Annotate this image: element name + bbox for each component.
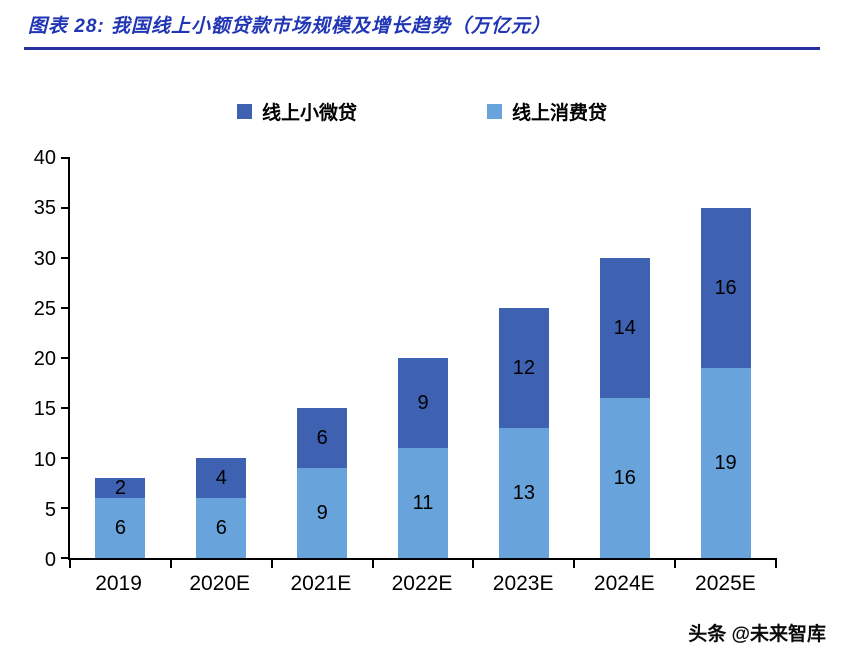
legend-swatch-icon bbox=[487, 104, 502, 119]
x-tick-label: 2022E bbox=[391, 572, 453, 595]
bar-value-label: 6 bbox=[215, 517, 227, 539]
bar-value-label: 13 bbox=[512, 482, 535, 504]
bar-segment-2023E: 13 bbox=[498, 428, 549, 558]
bar-segment-2025E: 19 bbox=[700, 368, 751, 558]
legend-item-2: 线上消费贷 bbox=[487, 98, 607, 125]
y-tick-label: 35 bbox=[33, 197, 56, 220]
bar-value-label: 16 bbox=[714, 277, 737, 299]
y-tick-label: 10 bbox=[33, 448, 56, 471]
x-tick-mark bbox=[573, 558, 576, 568]
bar-value-label: 4 bbox=[215, 467, 227, 489]
y-tick-mark bbox=[61, 207, 70, 209]
chart-legend: 线上小微贷 线上消费贷 bbox=[0, 98, 844, 125]
y-tick-label: 5 bbox=[44, 498, 56, 521]
x-tick-mark bbox=[371, 558, 374, 568]
legend-item-1: 线上小微贷 bbox=[236, 98, 357, 125]
y-tick-label: 15 bbox=[33, 398, 56, 421]
legend-label: 线上小微贷 bbox=[261, 103, 357, 124]
x-tick-mark bbox=[169, 558, 172, 568]
bar-segment-2023E: 12 bbox=[498, 308, 549, 428]
bar-value-label: 19 bbox=[714, 452, 737, 474]
y-tick-label: 25 bbox=[33, 297, 56, 320]
bar-segment-2019: 6 bbox=[95, 498, 146, 558]
x-tick-label: 2024E bbox=[593, 572, 655, 595]
x-tick-label: 2023E bbox=[492, 572, 554, 595]
bar-value-label: 16 bbox=[613, 467, 636, 489]
bar-value-label: 6 bbox=[114, 517, 126, 539]
y-tick-mark bbox=[61, 157, 70, 159]
bar-value-label: 6 bbox=[316, 427, 328, 449]
bar-value-label: 2 bbox=[114, 477, 126, 499]
bar-value-label: 12 bbox=[512, 357, 535, 379]
bar-segment-2021E: 9 bbox=[297, 468, 348, 558]
watermark: 头条 @未来智库 bbox=[688, 624, 826, 645]
x-tick-label: 2025E bbox=[695, 572, 756, 595]
page-title: 图表 28: 我国线上小额贷款市场规模及增长趋势（万亿元） bbox=[28, 16, 552, 37]
bar-value-label: 9 bbox=[417, 392, 429, 414]
y-tick-mark bbox=[61, 407, 70, 409]
plot-area: 6 2 6 4 9 6 11 9 13 12 16 14 19 16 bbox=[61, 157, 777, 568]
y-tick-mark bbox=[61, 357, 70, 359]
bar-segment-2021E: 6 bbox=[297, 408, 348, 468]
bar-segment-2024E: 14 bbox=[599, 258, 650, 398]
bar-value-label: 14 bbox=[613, 317, 636, 339]
x-tick-mark bbox=[775, 558, 777, 568]
y-tick-label: 30 bbox=[33, 247, 56, 270]
bar-value-label: 9 bbox=[316, 502, 328, 524]
bar-segment-2020E: 6 bbox=[196, 498, 247, 558]
bar-segment-2020E: 4 bbox=[196, 458, 247, 498]
x-tick-mark bbox=[270, 558, 273, 568]
y-tick-label: 40 bbox=[33, 147, 56, 169]
y-tick-mark bbox=[61, 257, 70, 259]
y-tick-mark bbox=[61, 457, 70, 459]
y-tick-label: 0 bbox=[44, 549, 56, 571]
y-tick-label: 20 bbox=[33, 348, 56, 370]
bar-segment-2019: 2 bbox=[95, 477, 146, 499]
legend-label: 线上消费贷 bbox=[512, 103, 608, 124]
title-divider bbox=[24, 47, 820, 50]
bar-segment-2025E: 16 bbox=[700, 208, 751, 368]
bar-segment-2024E: 16 bbox=[599, 398, 650, 558]
x-tick-label: 2019 bbox=[95, 572, 142, 595]
x-tick-mark bbox=[69, 558, 71, 568]
y-tick-mark bbox=[61, 557, 70, 559]
x-tick-mark bbox=[472, 558, 475, 568]
y-tick-mark bbox=[61, 307, 70, 309]
x-tick-label: 2021E bbox=[290, 572, 352, 595]
y-axis-labels: 0 5 10 15 20 25 30 35 40 bbox=[0, 148, 56, 570]
x-tick-label: 2020E bbox=[189, 572, 251, 595]
bar-value-label: 11 bbox=[412, 492, 434, 514]
bar-segment-2022E: 9 bbox=[398, 358, 448, 448]
bar-segment-2022E: 11 bbox=[398, 448, 448, 558]
y-tick-mark bbox=[61, 507, 70, 509]
legend-swatch-icon bbox=[236, 104, 252, 119]
x-tick-mark bbox=[674, 558, 677, 568]
